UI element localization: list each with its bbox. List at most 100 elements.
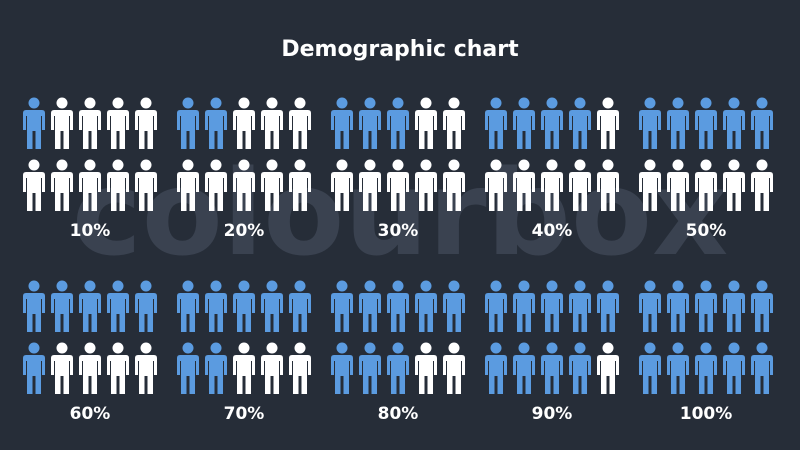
person-icon — [51, 159, 73, 211]
person-icon — [639, 342, 661, 394]
person-body — [639, 355, 661, 394]
person-body — [541, 355, 563, 394]
person-body — [485, 172, 507, 211]
person-body — [261, 110, 283, 149]
person-head — [266, 97, 278, 109]
person-icon — [569, 342, 591, 394]
person-head — [336, 97, 348, 109]
person-body — [23, 293, 45, 332]
person-head — [392, 159, 404, 171]
person-body — [359, 110, 381, 149]
person-icon — [569, 159, 591, 211]
person-head — [574, 342, 586, 354]
person-icon — [135, 280, 157, 332]
person-body — [387, 110, 409, 149]
person-body — [751, 172, 773, 211]
person-body — [485, 293, 507, 332]
person-body — [541, 172, 563, 211]
person-head — [112, 342, 124, 354]
person-head — [210, 280, 222, 292]
person-head — [210, 97, 222, 109]
person-body — [485, 110, 507, 149]
person-head — [140, 280, 152, 292]
person-body — [639, 293, 661, 332]
person-head — [364, 280, 376, 292]
person-body — [597, 355, 619, 394]
person-body — [79, 293, 101, 332]
person-icon — [135, 342, 157, 394]
person-head — [56, 159, 68, 171]
person-icon — [485, 159, 507, 211]
person-head — [294, 280, 306, 292]
person-head — [644, 97, 656, 109]
person-head — [644, 159, 656, 171]
person-body — [205, 110, 227, 149]
person-head — [574, 159, 586, 171]
person-head — [392, 342, 404, 354]
person-icon — [205, 97, 227, 149]
person-body — [177, 355, 199, 394]
person-head — [728, 280, 740, 292]
person-head — [28, 280, 40, 292]
person-icon — [23, 159, 45, 211]
person-body — [135, 172, 157, 211]
person-icon — [667, 280, 689, 332]
person-head — [672, 159, 684, 171]
pictogram-panel — [485, 280, 619, 394]
person-icon — [289, 280, 311, 332]
person-body — [107, 172, 129, 211]
person-icon — [331, 280, 353, 332]
person-icon — [667, 97, 689, 149]
person-head — [294, 97, 306, 109]
person-body — [23, 355, 45, 394]
person-icon — [443, 342, 465, 394]
person-head — [644, 342, 656, 354]
person-body — [359, 172, 381, 211]
person-icon — [723, 342, 745, 394]
person-icon — [541, 159, 563, 211]
person-body — [387, 355, 409, 394]
person-body — [695, 355, 717, 394]
person-head — [364, 97, 376, 109]
person-icon — [387, 159, 409, 211]
person-icon — [695, 280, 717, 332]
person-body — [695, 293, 717, 332]
person-icon — [359, 280, 381, 332]
person-icon — [261, 159, 283, 211]
person-head — [238, 97, 250, 109]
person-head — [448, 97, 460, 109]
pictogram-panel — [639, 97, 773, 211]
person-body — [107, 293, 129, 332]
pictogram-panel — [639, 280, 773, 394]
value-label: 30% — [378, 221, 419, 241]
value-label: 60% — [70, 404, 111, 424]
person-icon — [79, 342, 101, 394]
person-icon — [79, 97, 101, 149]
person-icon — [667, 159, 689, 211]
person-body — [639, 110, 661, 149]
person-body — [135, 293, 157, 332]
person-icon — [261, 97, 283, 149]
person-head — [546, 342, 558, 354]
person-icon — [667, 342, 689, 394]
person-icon — [723, 97, 745, 149]
person-body — [135, 355, 157, 394]
person-icon — [597, 159, 619, 211]
person-icon — [177, 280, 199, 332]
person-head — [602, 97, 614, 109]
person-icon — [751, 280, 773, 332]
person-body — [597, 110, 619, 149]
person-body — [513, 355, 535, 394]
person-head — [238, 280, 250, 292]
person-body — [751, 293, 773, 332]
chart-title: Demographic chart — [281, 37, 519, 62]
person-body — [107, 110, 129, 149]
pictogram-panel — [177, 280, 311, 394]
person-head — [700, 280, 712, 292]
person-icon — [415, 342, 437, 394]
person-body — [233, 355, 255, 394]
person-body — [261, 355, 283, 394]
value-label: 80% — [378, 404, 419, 424]
person-body — [177, 293, 199, 332]
person-head — [644, 280, 656, 292]
